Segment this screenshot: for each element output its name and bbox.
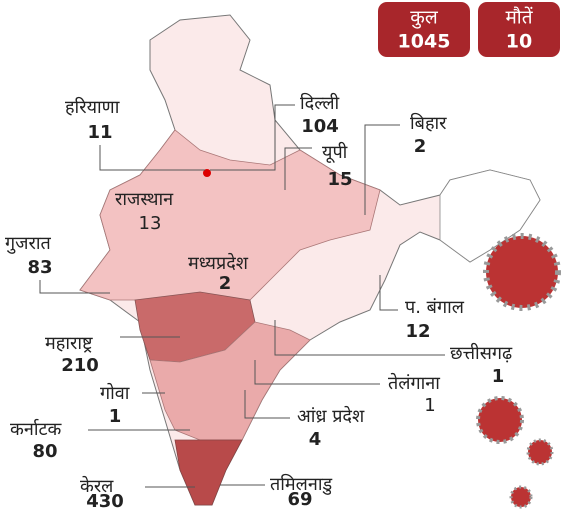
state-name: मध्यप्रदेश — [188, 252, 249, 274]
state-count: 1 — [492, 366, 505, 387]
state-count: 1 — [424, 395, 435, 416]
state-name: कर्नाटक — [10, 418, 63, 440]
state-name: दिल्ली — [300, 92, 340, 114]
virus — [483, 233, 561, 311]
state-count: 80 — [32, 441, 57, 462]
state-name: गुजरात — [5, 233, 52, 254]
state-label: बिहार2 — [410, 112, 447, 157]
leader-line — [379, 275, 398, 311]
state-label: गुजरात 83 — [5, 233, 53, 278]
map — [79, 14, 541, 506]
state-count: 69 — [287, 489, 312, 510]
badge-bg — [478, 2, 560, 57]
state-name: राजस्थान — [115, 189, 174, 210]
state-name: आंध्र प्रदेश — [297, 405, 365, 427]
state-name: गोवा — [100, 382, 130, 404]
virus — [526, 438, 554, 466]
state-name: तमिलनाडु — [270, 473, 333, 495]
badge-label: कुल — [410, 7, 439, 30]
state-count: 430 — [86, 491, 124, 512]
state-count: 210 — [61, 355, 99, 376]
state-label: तेलंगाना1 — [388, 372, 440, 416]
leader-line — [99, 145, 205, 171]
state-label: गोवा1 — [100, 382, 130, 427]
tamilnadu-kerala — [174, 439, 243, 506]
leader-line — [39, 280, 110, 294]
state-label: यूपी 15 — [322, 141, 353, 190]
total-badge: मौतें10 — [478, 2, 560, 57]
state-name: छत्तीसगढ़ — [450, 342, 513, 364]
leader-line — [244, 390, 290, 419]
state-count: 15 — [327, 169, 352, 190]
state-count: 104 — [301, 116, 339, 137]
state-count: 2 — [414, 136, 427, 157]
state-name: यूपी — [322, 141, 348, 163]
badge-bg — [378, 2, 470, 57]
leader-line — [254, 360, 380, 385]
state-label: मध्यप्रदेश2 — [188, 252, 249, 294]
north-region — [79, 129, 381, 301]
state-count: 11 — [87, 122, 112, 143]
badge-value: 1045 — [398, 31, 451, 53]
state-count: 2 — [219, 273, 232, 294]
state-count: 12 — [405, 321, 430, 342]
state-name: तेलंगाना — [388, 372, 440, 394]
badge-label: मौतें — [505, 6, 533, 29]
state-label: तमिलनाडु69 — [270, 473, 333, 510]
state-label: आंध्र प्रदेश4 — [297, 405, 365, 450]
state-count: 1 — [109, 406, 122, 427]
state-count: 4 — [309, 429, 322, 450]
state-label: प. बंगाल 12 — [405, 297, 465, 342]
state-name: प. बंगाल — [405, 297, 465, 318]
state-label: हरियाणा 11 — [65, 96, 120, 143]
state-label: दिल्ली104 — [300, 92, 340, 137]
state-count: 13 — [139, 213, 162, 234]
state-name: बिहार — [410, 112, 447, 134]
leader-lines — [39, 104, 445, 488]
leader-line — [364, 124, 400, 215]
delhi-dot — [203, 169, 211, 177]
northeast — [439, 169, 541, 263]
leader-line — [284, 147, 312, 190]
virus — [509, 485, 533, 509]
virus-decor — [476, 233, 561, 509]
state-name: हरियाणा — [65, 96, 120, 118]
leader-line — [274, 320, 445, 356]
state-name: महाराष्ट्र — [45, 333, 93, 354]
badge-value: 10 — [506, 31, 532, 53]
state-name: केरल — [80, 475, 114, 497]
state-count: 83 — [27, 257, 52, 278]
leader-line — [210, 104, 295, 171]
state-label: छत्तीसगढ़1 — [450, 342, 513, 387]
state-label: राजस्थान 13 — [115, 189, 174, 234]
virus — [476, 396, 524, 444]
